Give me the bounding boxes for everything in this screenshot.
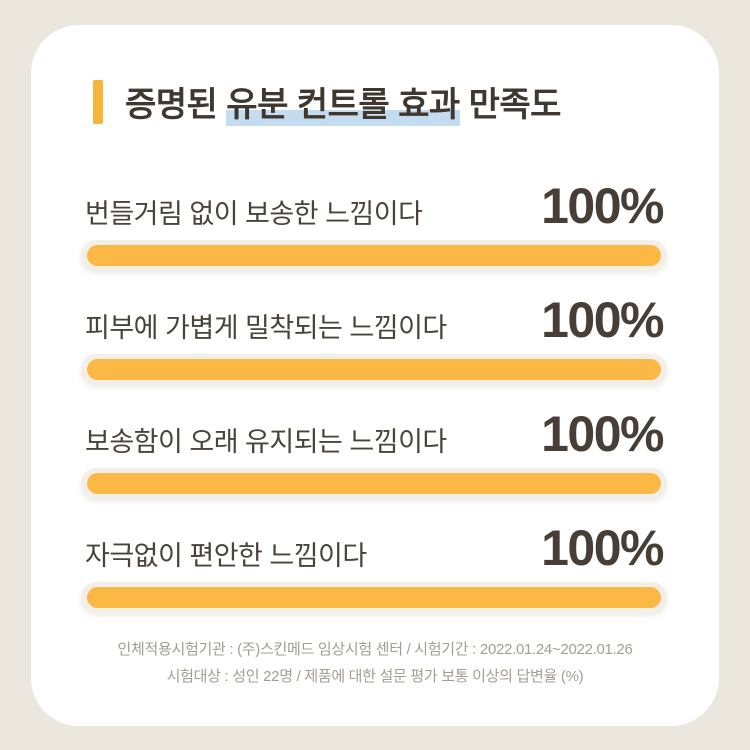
survey-item-row: 피부에 가볍게 밀착되는 느낌이다 100% bbox=[81, 295, 667, 345]
survey-item-label: 번들거림 없이 보송한 느낌이다 bbox=[85, 199, 423, 229]
title-highlight: 유분 컨트롤 효과 bbox=[226, 86, 460, 126]
survey-item: 보송함이 오래 유지되는 느낌이다 100% bbox=[81, 409, 667, 499]
footnote-line2: 시험대상 : 성인 22명 / 제품에 대한 설문 평가 보통 이상의 답변율 … bbox=[166, 668, 584, 685]
survey-item-label: 보송함이 오래 유지되는 느낌이다 bbox=[85, 427, 447, 457]
survey-item-percent: 100% bbox=[541, 292, 664, 348]
bar-track bbox=[81, 468, 667, 499]
title-prefix: 증명된 bbox=[125, 86, 227, 124]
bar-track bbox=[81, 240, 667, 271]
bar-track bbox=[81, 582, 667, 613]
survey-items-list: 번들거림 없이 보송한 느낌이다 100% 피부에 가볍게 밀착되는 느낌이다 … bbox=[81, 181, 667, 637]
survey-item-percent: 100% bbox=[541, 520, 664, 576]
survey-item: 피부에 가볍게 밀착되는 느낌이다 100% bbox=[81, 295, 667, 385]
survey-item: 자극없이 편안한 느낌이다 100% bbox=[81, 523, 667, 613]
bar-track bbox=[81, 354, 667, 385]
footnote-line1: 인체적용시험기관 : (주)스킨메드 임상시험 센터 / 시험기간 : 2022… bbox=[117, 641, 633, 658]
survey-item-label: 자극없이 편안한 느낌이다 bbox=[85, 541, 367, 571]
survey-item-row: 자극없이 편안한 느낌이다 100% bbox=[81, 523, 667, 573]
title-row: 증명된 유분 컨트롤 효과 만족도 bbox=[93, 77, 561, 126]
title-accent-bar bbox=[93, 79, 103, 124]
survey-item-label: 피부에 가볍게 밀착되는 느낌이다 bbox=[85, 313, 447, 343]
survey-card: 증명된 유분 컨트롤 효과 만족도 번들거림 없이 보송한 느낌이다 100% … bbox=[31, 25, 719, 726]
survey-item-percent: 100% bbox=[541, 178, 664, 234]
bar-fill bbox=[87, 587, 661, 608]
survey-item-row: 번들거림 없이 보송한 느낌이다 100% bbox=[81, 181, 667, 231]
survey-item-row: 보송함이 오래 유지되는 느낌이다 100% bbox=[81, 409, 667, 459]
bar-fill bbox=[87, 359, 661, 380]
footnote: 인체적용시험기관 : (주)스킨메드 임상시험 센터 / 시험기간 : 2022… bbox=[31, 641, 719, 686]
survey-item-percent: 100% bbox=[541, 406, 664, 462]
survey-item: 번들거림 없이 보송한 느낌이다 100% bbox=[81, 181, 667, 271]
page-title: 증명된 유분 컨트롤 효과 만족도 bbox=[125, 77, 561, 126]
title-suffix: 만족도 bbox=[459, 86, 562, 124]
bar-fill bbox=[87, 473, 661, 494]
bar-fill bbox=[87, 245, 661, 266]
